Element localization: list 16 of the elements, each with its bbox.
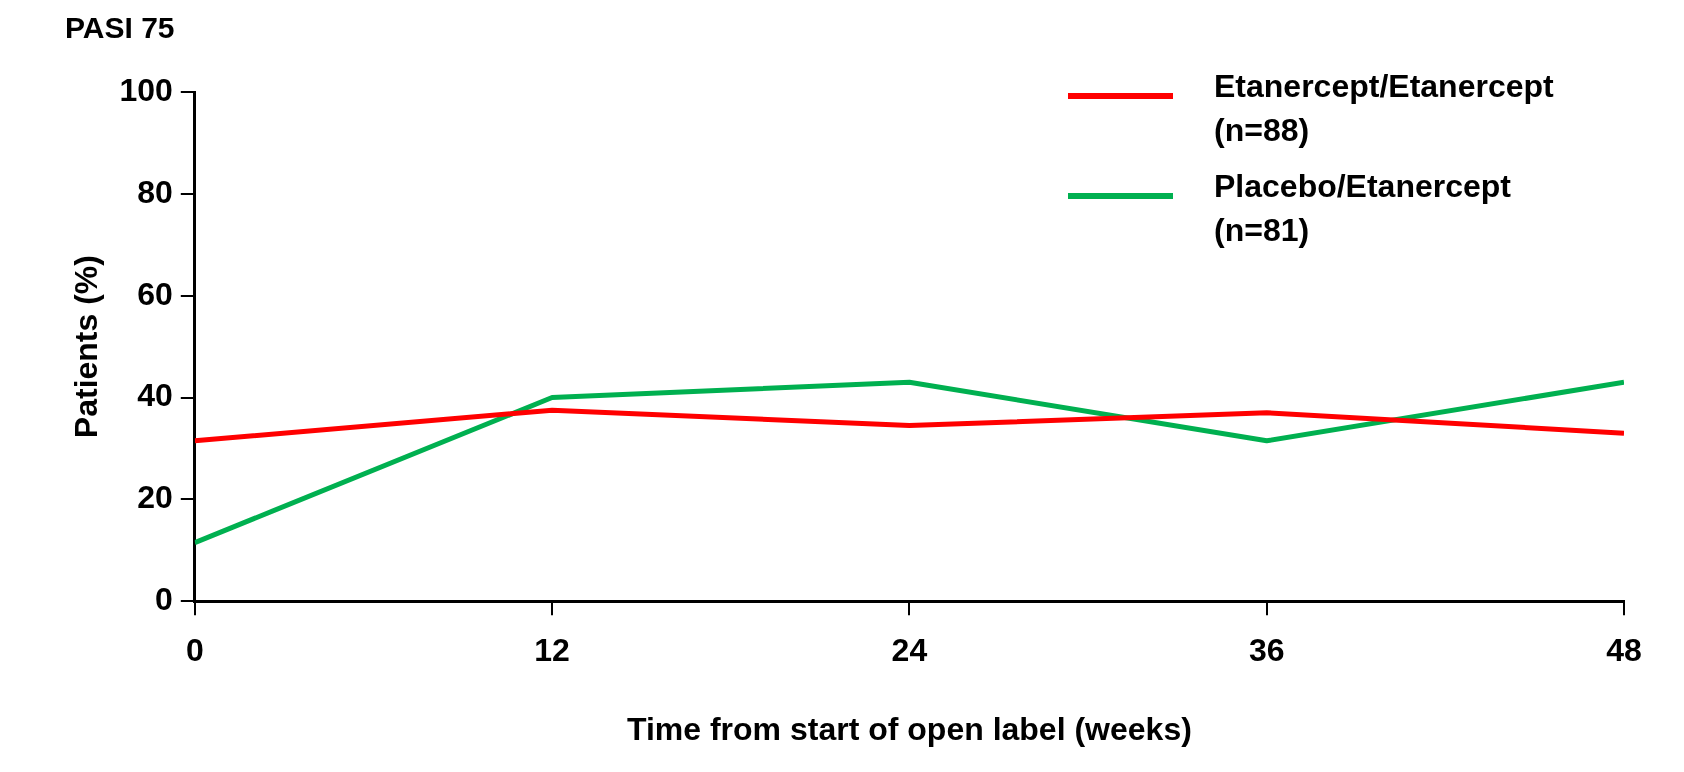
legend-label: Etanercept/Etanercept (n=88) xyxy=(1214,67,1555,148)
x-tick-label: 48 xyxy=(1606,632,1642,669)
x-tick-label: 0 xyxy=(185,632,204,669)
chart-title: PASI 75 xyxy=(65,11,175,45)
y-tick-label: 0 xyxy=(154,581,173,618)
legend-label: Placebo/Etanercept (n=81) xyxy=(1214,167,1512,248)
x-tick-label: 36 xyxy=(1248,632,1285,669)
y-tick-label: 20 xyxy=(137,479,173,516)
y-tick-label: 100 xyxy=(119,71,173,108)
y-axis-title: Patients (%) xyxy=(68,255,105,439)
x-tick-label: 24 xyxy=(891,632,928,669)
x-tick-label: 12 xyxy=(534,632,570,669)
y-tick-label: 40 xyxy=(137,377,173,414)
x-axis-title: Time from start of open label (weeks) xyxy=(626,710,1192,747)
y-tick-label: 80 xyxy=(137,173,173,210)
y-tick-label: 60 xyxy=(137,275,173,312)
